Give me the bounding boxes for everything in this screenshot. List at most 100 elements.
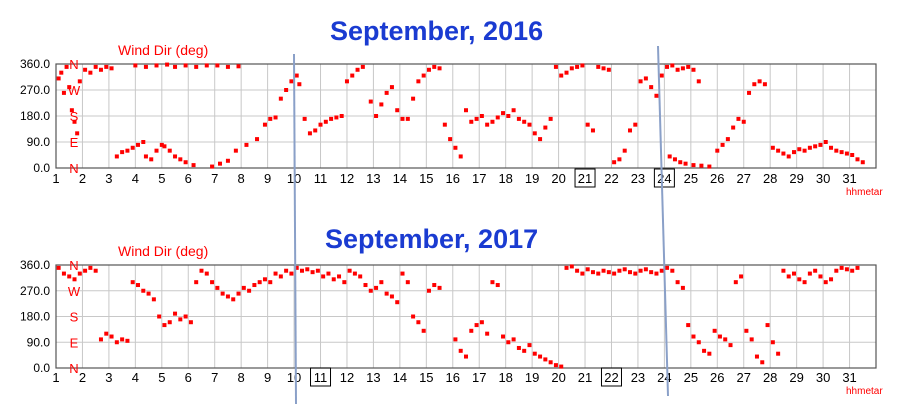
data-point — [712, 328, 717, 333]
data-point — [360, 64, 365, 69]
data-point — [834, 268, 839, 273]
x-tick-label: 14 — [393, 370, 407, 385]
data-point — [355, 67, 360, 72]
data-point — [157, 314, 162, 319]
x-tick-label: 25 — [684, 171, 698, 186]
x-tick-label: 29 — [789, 370, 803, 385]
data-point — [114, 340, 119, 345]
data-point — [553, 64, 558, 69]
data-point — [307, 131, 312, 136]
data-point — [617, 157, 622, 162]
data-point — [733, 280, 738, 285]
data-point — [143, 154, 148, 159]
data-point — [453, 337, 458, 342]
data-point — [125, 338, 130, 343]
data-point — [167, 320, 172, 325]
data-point — [294, 73, 299, 78]
data-point — [665, 64, 670, 69]
y-axis-label: Wind Dir (deg) — [118, 243, 208, 259]
data-point — [844, 267, 849, 272]
data-point — [490, 280, 495, 285]
data-point — [553, 363, 558, 368]
x-tick-label: 31 — [842, 370, 856, 385]
data-point — [839, 150, 844, 155]
x-tick-label: 20 — [551, 370, 565, 385]
data-point — [204, 63, 209, 68]
x-tick-label: 10 — [287, 370, 301, 385]
data-point — [760, 360, 765, 365]
data-point — [104, 331, 109, 336]
data-point — [159, 142, 164, 147]
data-point — [432, 64, 437, 69]
data-point — [458, 348, 463, 353]
data-point — [262, 277, 267, 282]
data-point — [680, 66, 685, 71]
x-tick-label: 9 — [264, 171, 271, 186]
data-point — [659, 73, 664, 78]
data-point — [114, 154, 119, 159]
data-point — [77, 271, 82, 276]
data-point — [490, 119, 495, 124]
data-point — [389, 85, 394, 90]
data-point — [191, 163, 196, 168]
data-point — [268, 116, 273, 121]
data-point — [590, 270, 595, 275]
data-point — [638, 268, 643, 273]
data-point — [601, 268, 606, 273]
compass-label: S — [70, 310, 79, 325]
data-point — [411, 96, 416, 101]
data-point — [569, 66, 574, 71]
data-point — [813, 144, 818, 149]
x-tick-label: 6 — [185, 370, 192, 385]
data-point — [77, 79, 82, 84]
data-point — [109, 334, 114, 339]
data-point — [329, 116, 334, 121]
data-point — [622, 267, 627, 272]
x-tick-label: 28 — [763, 370, 777, 385]
x-tick-label: 26 — [710, 370, 724, 385]
data-point — [411, 314, 416, 319]
data-point — [61, 271, 66, 276]
data-point — [130, 145, 135, 150]
data-point — [612, 271, 617, 276]
plot-frame — [55, 63, 877, 169]
data-point — [823, 280, 828, 285]
data-point — [93, 268, 98, 273]
data-point — [649, 270, 654, 275]
data-point — [728, 343, 733, 348]
x-tick-label: 28 — [763, 171, 777, 186]
data-point — [342, 280, 347, 285]
data-point — [628, 128, 632, 133]
data-point — [93, 64, 98, 69]
data-point — [844, 151, 849, 156]
x-tick-label: 8 — [238, 171, 245, 186]
x-tick-label: 9 — [264, 370, 271, 385]
data-point — [173, 311, 178, 316]
compass-label: N — [69, 161, 78, 176]
data-point — [130, 280, 135, 285]
y-tick-label: 270.0 — [20, 83, 50, 97]
data-point — [633, 271, 638, 276]
data-point — [786, 274, 791, 279]
compass-label: E — [70, 335, 79, 350]
data-point — [136, 142, 140, 147]
data-point — [225, 64, 230, 69]
x-tick-label: 29 — [789, 171, 803, 186]
data-point — [183, 314, 188, 319]
data-point — [601, 66, 606, 71]
x-tick-label: 23 — [631, 171, 645, 186]
x-tick-label: 5 — [158, 370, 165, 385]
data-point — [284, 88, 289, 92]
data-point — [585, 267, 590, 272]
x-tick-label: 16 — [446, 370, 460, 385]
data-point — [141, 288, 146, 293]
data-point — [511, 337, 516, 342]
x-tick-label: 19 — [525, 370, 539, 385]
data-point — [744, 328, 749, 333]
data-point — [323, 119, 328, 124]
x-tick-label: 3 — [105, 171, 112, 186]
data-point — [802, 148, 807, 153]
data-point — [590, 128, 595, 133]
compass-label: W — [68, 284, 81, 299]
data-point — [696, 340, 701, 345]
